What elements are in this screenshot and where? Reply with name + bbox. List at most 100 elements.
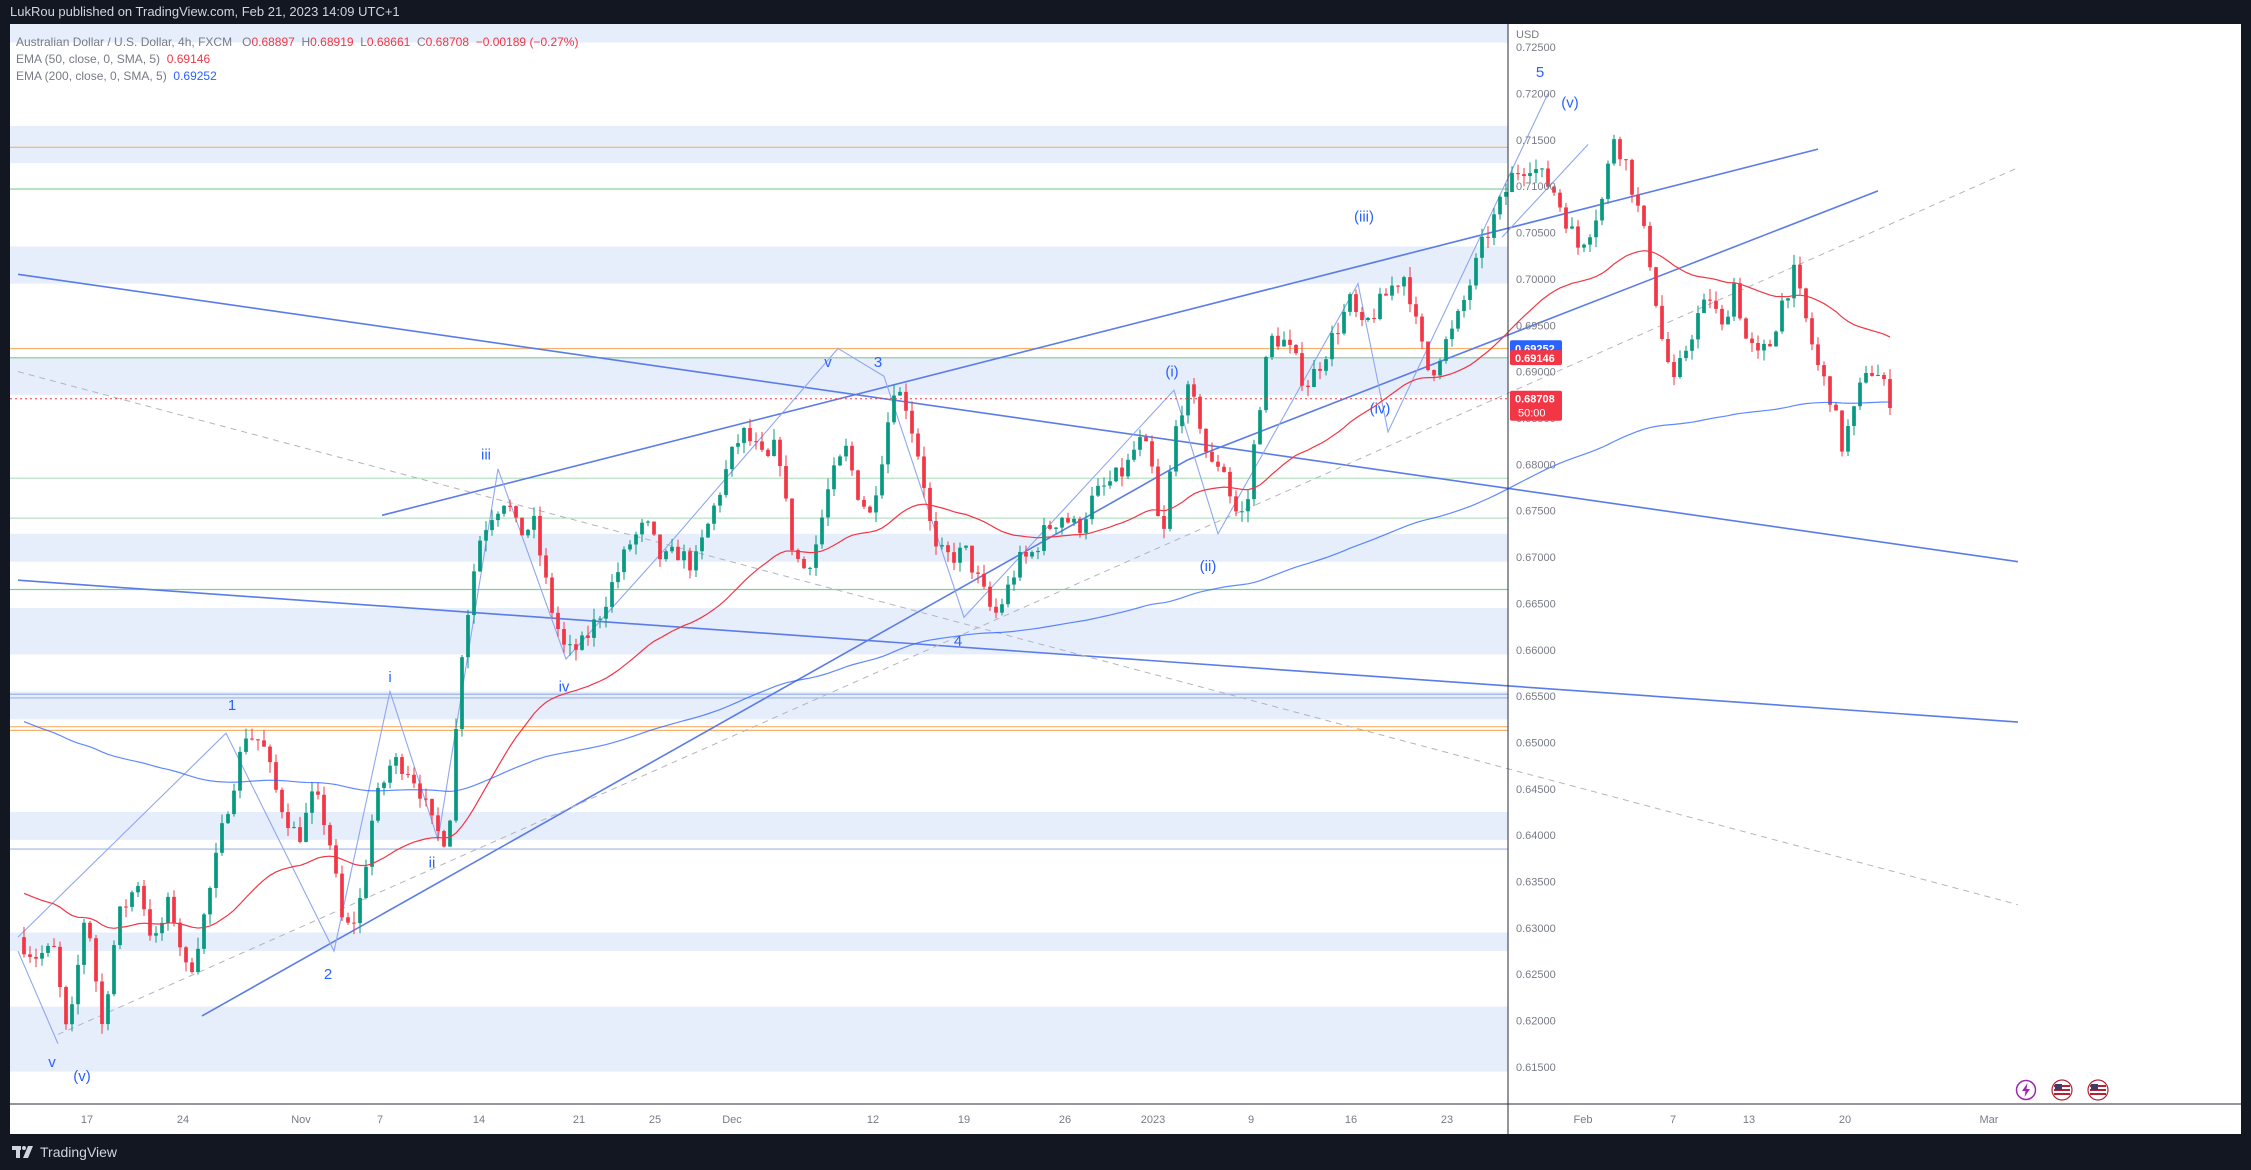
candle-body: [1288, 339, 1292, 345]
candle-body: [1870, 372, 1874, 376]
candle-body: [916, 433, 920, 457]
candle-body: [910, 410, 914, 434]
wave-label: (iv): [1370, 400, 1391, 417]
candle-body: [850, 445, 854, 471]
candle-body: [508, 505, 512, 507]
tradingview-logo-icon: [12, 1146, 33, 1158]
time-tick-label: 23: [1441, 1114, 1453, 1126]
candle-body: [160, 922, 164, 934]
candle-body: [622, 549, 626, 573]
candle-body: [502, 505, 506, 514]
ema200-row[interactable]: EMA (200, close, 0, SMA, 5) 0.69252: [16, 68, 578, 85]
ema50-row[interactable]: EMA (50, close, 0, SMA, 5) 0.69146: [16, 51, 578, 68]
candle-body: [220, 823, 224, 853]
candle-body: [472, 571, 476, 616]
time-tick-label: 7: [1670, 1114, 1676, 1126]
candle-body: [1786, 298, 1790, 301]
candle-body: [484, 530, 488, 541]
candle-body: [1066, 517, 1070, 523]
candle-body: [1072, 518, 1076, 523]
time-tick-label: 14: [473, 1114, 485, 1126]
candle-body: [58, 946, 62, 988]
price-tick-label: 0.70500: [1516, 228, 1556, 240]
candle-body: [646, 521, 650, 523]
candle-body: [1270, 335, 1274, 357]
candle-body: [1108, 481, 1112, 486]
price-tick-label: 0.65500: [1516, 691, 1556, 703]
chart-frame[interactable]: 1 2 3 4 5 i ii iii iv v v (v) (i) (ii) (iii) (iv) (v) US…: [10, 24, 2241, 1134]
candle-body: [280, 789, 284, 813]
candle-body: [418, 783, 422, 799]
candle-body: [1486, 236, 1490, 238]
candle-body: [592, 619, 596, 638]
candle-body: [1090, 495, 1094, 520]
candle-body: [1216, 461, 1220, 467]
candle-body: [394, 757, 398, 766]
wave-label: (iii): [1354, 208, 1374, 225]
candle-body: [808, 567, 812, 569]
candle-body: [1444, 339, 1448, 361]
candle-body: [1570, 226, 1574, 229]
candle-body: [1522, 174, 1526, 177]
candle-body: [1168, 471, 1172, 529]
tradingview-brand: TradingView: [40, 1144, 118, 1160]
candle-body: [826, 489, 830, 518]
candle-body: [1204, 428, 1208, 452]
candle-body: [754, 441, 758, 443]
candle-body: [1054, 527, 1058, 529]
candle-body: [1240, 511, 1244, 513]
trend-line: [57, 167, 2019, 1035]
price-tick-label: 0.72500: [1516, 42, 1556, 54]
candle-body: [1660, 305, 1664, 339]
price-label-text: 0.68708: [1515, 394, 1555, 406]
candle-body: [100, 981, 104, 1025]
candle-body: [1768, 343, 1772, 347]
candle-body: [1060, 517, 1064, 528]
candle-body: [358, 897, 362, 924]
candle-body: [532, 515, 536, 530]
candle-body: [940, 545, 944, 547]
us-flag-icon[interactable]: [2087, 1079, 2109, 1101]
candle-body: [676, 546, 680, 561]
candle-body: [1126, 459, 1130, 477]
candle-body: [1246, 499, 1250, 512]
candle-body: [1546, 168, 1550, 187]
candle-body: [1366, 317, 1370, 321]
price-tick-label: 0.62000: [1516, 1016, 1556, 1028]
candle-body: [1828, 376, 1832, 405]
candle-body: [1336, 333, 1340, 335]
candle-body: [574, 644, 578, 650]
candle-body: [1198, 396, 1202, 429]
tradingview-logo[interactable]: TradingView: [12, 1142, 117, 1162]
time-tick-label: 16: [1345, 1114, 1357, 1126]
candle-body: [610, 582, 614, 607]
candle-body: [172, 896, 176, 923]
candle-body: [1822, 365, 1826, 377]
candle-body: [862, 499, 866, 507]
candle-body: [1780, 300, 1784, 332]
candle-body: [616, 572, 620, 583]
candle-body: [1792, 264, 1796, 299]
price-tick-label: 0.63500: [1516, 877, 1556, 889]
zone: [10, 533, 1508, 562]
us-flag-icon[interactable]: [2051, 1079, 2073, 1101]
candle-body: [1744, 318, 1748, 339]
candle-body: [388, 765, 392, 783]
close-value: 0.68708: [425, 35, 470, 49]
wave-lines: [17, 93, 1589, 1044]
candle-body: [1354, 294, 1358, 313]
candle-body: [844, 445, 848, 457]
lightning-icon[interactable]: [2015, 1079, 2037, 1101]
candle-body: [1462, 299, 1466, 311]
candle-body: [778, 439, 782, 467]
price-tick-label: 0.64000: [1516, 830, 1556, 842]
candle-body: [1042, 525, 1046, 551]
candle-body: [1180, 415, 1184, 427]
candle-body: [142, 885, 146, 910]
candle-body: [946, 545, 950, 553]
time-tick-label: 25: [649, 1114, 661, 1126]
candle-body: [184, 947, 188, 963]
candle-body: [1864, 372, 1868, 383]
